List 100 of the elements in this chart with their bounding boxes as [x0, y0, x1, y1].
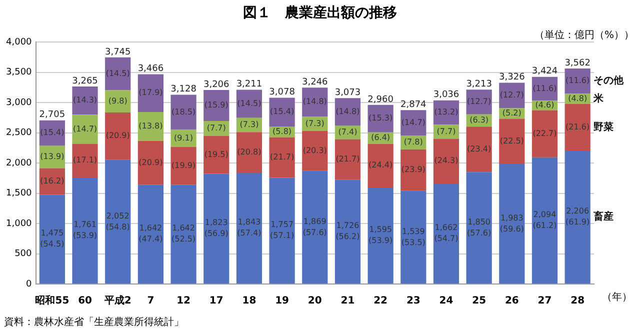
annotation: (22.7): [532, 128, 557, 138]
text: 資料：農林水産省「生産農業所得統計」: [4, 316, 184, 328]
bar: [400, 190, 426, 284]
total-label: 2,874: [400, 100, 427, 110]
data-label: 1,983 (59.6): [500, 213, 524, 234]
annotation: (23.9): [401, 165, 426, 174]
bar: [72, 144, 98, 178]
data-label: 1,843 (57.4): [237, 218, 262, 238]
total-label: 3,466: [138, 64, 164, 74]
annotation: (17.9): [138, 88, 163, 98]
y-tick-label: 3,000: [6, 98, 32, 108]
annotation: (9.1): [174, 133, 194, 142]
annotation: (20.9): [138, 158, 163, 167]
text: （単位：億円（%））: [534, 29, 634, 41]
annotation: (20.9): [106, 131, 130, 140]
data-label: 1,757 (57.1): [270, 220, 294, 240]
total-label: 2,960: [368, 94, 394, 105]
bar: [368, 188, 394, 284]
bar: [170, 184, 196, 284]
total-label: 3,036: [433, 90, 460, 100]
bar: [138, 74, 164, 112]
total-label: 3,424: [532, 66, 558, 77]
y-tick-label: 1,000: [6, 218, 32, 229]
annotation: (15.4): [270, 107, 294, 116]
x-tick-label: 25: [472, 296, 486, 307]
bar: [433, 138, 460, 184]
bar: [269, 178, 295, 284]
annotation: (14.5): [106, 68, 130, 78]
data-label: 1,662 (54.7): [434, 223, 458, 244]
bar: [72, 86, 98, 115]
bar: [138, 184, 164, 284]
annotation: (14.5): [237, 98, 262, 108]
annotation: (21.7): [336, 154, 360, 164]
total-label: 3,562: [564, 58, 590, 68]
x-tick-label: 22: [374, 296, 388, 307]
bar: [532, 110, 558, 158]
bar: [499, 118, 525, 164]
x-tick-label: 平成2: [103, 294, 132, 307]
data-label: 2,052 (54.8): [106, 211, 130, 232]
bar: [170, 147, 196, 185]
annotation: (7.7): [436, 126, 456, 136]
annotation: (20.3): [302, 146, 327, 156]
annotation: (14.7): [72, 124, 98, 134]
bar: [532, 157, 558, 284]
annotation: (12.7): [467, 97, 492, 106]
annotation: (16.2): [40, 176, 64, 186]
annotation: (5.2): [502, 108, 522, 118]
bar: [72, 114, 98, 144]
annotation: (14.8): [336, 106, 360, 116]
annotation: (24.3): [434, 156, 458, 166]
bar: [105, 112, 131, 160]
annotation: (13.9): [40, 152, 64, 161]
annotation: (19.9): [172, 160, 196, 170]
x-tick-label: 7: [147, 296, 154, 307]
y-tick-label: 500: [14, 249, 32, 260]
bar: [236, 172, 262, 284]
bar: [334, 180, 361, 284]
bar: [564, 150, 590, 284]
bar: [105, 57, 131, 90]
y-tick-label: 2,000: [6, 158, 32, 168]
data-label: 1,595 (53.9): [368, 225, 393, 246]
annotation: (14.3): [72, 96, 98, 105]
x-tick-label: 24: [439, 296, 454, 307]
total-label: 3,211: [236, 80, 262, 90]
bar: [466, 172, 492, 284]
data-label: 2,094 (61.2): [532, 210, 557, 230]
series-label: 野菜: [593, 120, 614, 133]
total-label: 3,213: [466, 79, 492, 90]
total-label: 3,078: [269, 88, 296, 98]
annotation: (11.6): [532, 84, 557, 93]
annotation: (5.8): [272, 126, 292, 136]
bar: [138, 112, 164, 141]
annotation: (21.7): [270, 152, 294, 162]
annotation: (11.6): [566, 76, 590, 86]
total-label: 3,265: [72, 76, 98, 86]
total-label: 3,073: [334, 88, 361, 98]
annotation: (7.3): [305, 118, 324, 128]
total-label: 3,246: [302, 77, 328, 88]
bar: [236, 90, 262, 118]
annotation: (12.7): [500, 90, 524, 100]
total-label: 3,128: [170, 84, 197, 95]
x-tick-label: 26: [504, 296, 519, 307]
x-tick-label: 60: [78, 296, 92, 307]
total-label: 3,745: [104, 47, 131, 58]
bar: [269, 98, 295, 126]
annotation: (6.4): [371, 133, 390, 142]
total-label: 3,206: [203, 80, 230, 90]
bar: [433, 183, 460, 284]
x-tick-label: 12: [176, 296, 191, 307]
annotation: (15.9): [204, 100, 228, 110]
series-label: その他: [593, 74, 624, 87]
bar: [72, 177, 98, 284]
y-tick-label: 2,500: [6, 128, 32, 138]
bar: [39, 168, 65, 195]
bar: [204, 174, 230, 284]
bar: [368, 104, 394, 132]
annotation: (13.8): [138, 121, 163, 130]
annotation: (22.5): [500, 136, 524, 146]
x-tick-label: 28: [570, 296, 585, 307]
bar: [368, 144, 394, 188]
